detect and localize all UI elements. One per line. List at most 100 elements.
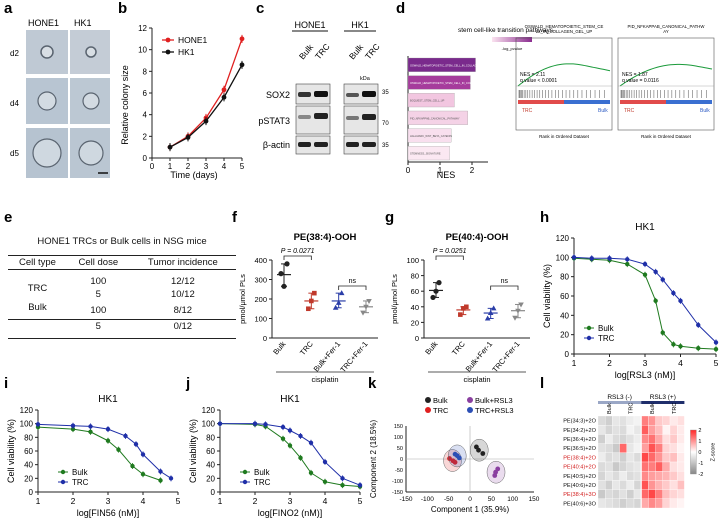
data-point <box>589 256 594 261</box>
data-point <box>284 261 290 267</box>
data-point <box>474 444 479 450</box>
panel-c-kda-label: kDa <box>360 76 371 82</box>
x-tick-label: 3 <box>106 496 111 506</box>
nes-bar <box>407 57 476 72</box>
heatmap-cell <box>641 489 649 499</box>
gsea-frame <box>515 37 613 131</box>
heatmap-cell <box>648 415 656 426</box>
heatmap-cell <box>633 425 642 435</box>
y-tick-label: 20 <box>206 474 215 483</box>
heatmap-cell <box>641 434 649 444</box>
column-label: Bulk <box>607 403 613 414</box>
x-tick-label: 4 <box>323 496 328 506</box>
cell-dose: 5 <box>95 289 101 300</box>
band-pstat3-hone1-trc <box>314 113 328 119</box>
y-tick-label: 100 <box>394 435 403 441</box>
panel-d-bar-title: stem cell-like transition pathways <box>458 27 554 34</box>
y-tick-label: 40 <box>24 461 33 470</box>
y-tick-label: 120 <box>202 406 216 415</box>
data-point <box>515 308 521 314</box>
heatmap-cell <box>648 489 656 499</box>
heatmap-cell <box>677 443 685 453</box>
heatmap-cell <box>633 452 642 463</box>
data-point <box>642 272 648 277</box>
y-tick-label: 0 <box>29 488 34 497</box>
data-point <box>116 447 121 452</box>
data-point <box>338 290 345 296</box>
data-point <box>484 315 491 321</box>
data-point <box>308 440 314 445</box>
y-axis-label: Cell viability (%) <box>6 419 16 483</box>
heatmap-cell <box>626 471 635 481</box>
col-tumor-incidence: Tumor incidence <box>147 257 218 268</box>
data-point <box>287 428 293 433</box>
y-tick-label: 40 <box>411 303 419 312</box>
heatmap-cell <box>597 425 606 435</box>
heatmap-cell <box>612 489 620 499</box>
data-point <box>456 455 462 461</box>
col-cell-type: Cell type <box>18 257 56 268</box>
x-tick-label: -150 <box>399 496 412 503</box>
gsea-title: OSWALD_HEMATOPOIETIC_STEM_CE <box>525 24 604 29</box>
y-tick-label: 80 <box>24 433 33 442</box>
rank-bar-red <box>620 100 666 104</box>
gsea-title-2: LL_IN_COLLAGEN_GEL_UP <box>536 29 593 34</box>
micrograph-grid <box>26 30 110 178</box>
colony-hk1-d4 <box>82 92 100 110</box>
ns-label: ns <box>501 278 509 285</box>
row-label: PE(40:6)+3O <box>563 501 596 507</box>
row-label: PE(40:4)+2O <box>563 465 596 471</box>
panel-a-row-d2: d2 <box>10 49 19 58</box>
gsea-left-label: TRC <box>624 108 635 114</box>
legend-label: TRC+RSL3 <box>475 406 514 415</box>
panel-b-growth-chart: Relative colony size Time (days) 0 1 2 3 4 50… <box>120 24 245 180</box>
nes-bar-label: HALLMARK_WNT_BETA_CATENIN <box>410 134 452 138</box>
heatmap-cell <box>669 415 678 426</box>
tumor-incidence-table: Cell type Cell dose Tumor incidence TRC 1… <box>8 255 236 339</box>
data-point <box>340 476 345 481</box>
zscore-colorbar <box>690 429 697 475</box>
panel-f-scatter: PE(38:4)-OOH 0 100 200 300 400 pmol/μmol PLs Bu… <box>238 232 378 384</box>
heatmap-cell <box>626 489 635 499</box>
data-point <box>280 424 286 430</box>
y-tick-label: 100 <box>556 253 570 262</box>
heatmap-cell <box>648 452 656 463</box>
x-axis-label: log[FINO2 (nM)] <box>258 508 323 518</box>
nes-bar <box>407 75 471 90</box>
x-tick-label: 0 <box>406 166 411 175</box>
y-tick-label: 300 <box>254 276 267 285</box>
series-line-HK1 <box>169 64 243 148</box>
panel-c-line-hone1: HONE1 <box>294 20 325 30</box>
legend-marker <box>60 469 66 475</box>
nes-bar-label: PID_NFKAPPAB_CANONICAL_PATHWAY <box>410 116 460 120</box>
cell-dose: 5 <box>95 321 101 332</box>
x-tick-label: 2 <box>253 496 258 506</box>
data-point <box>105 438 111 443</box>
y-tick-label: 12 <box>138 24 147 33</box>
panel-a-col-hone1: HONE1 <box>28 18 59 28</box>
x-tick-label: 4 <box>222 162 227 171</box>
enrichment-curve <box>517 63 611 87</box>
y-tick-label: 200 <box>254 295 267 304</box>
ns-bracket <box>338 285 367 290</box>
panel-d-color-key <box>492 37 532 42</box>
data-point <box>278 271 284 277</box>
panel-letter-g: g <box>385 209 394 226</box>
ns-label: ns <box>349 278 357 285</box>
heatmap-cell <box>662 452 671 463</box>
blot-kda-actin: 35 <box>382 143 389 149</box>
heatmap-cell <box>655 471 663 481</box>
y-tick-label: 400 <box>254 256 267 265</box>
heatmap-cell <box>605 415 613 426</box>
heatmap-cell <box>619 471 627 481</box>
gsea-nes: NES = 2.11 <box>520 72 546 78</box>
chart-title: PE(40:4)-OOH <box>446 232 509 243</box>
band-actin-hone1-trc <box>314 142 328 147</box>
row-label: PE(40:5)+2O <box>563 474 596 480</box>
x-tick-label: Bulk <box>271 339 287 356</box>
heatmap-cell <box>662 489 671 499</box>
panel-e-caption: HONE1 TRCs or Bulk cells in NSG mice <box>37 236 207 247</box>
panel-a-micrographs: HONE1 HK1 d2 d4 d5 <box>10 18 110 178</box>
heatmap-cell <box>605 461 613 472</box>
legend-marker <box>242 469 248 475</box>
